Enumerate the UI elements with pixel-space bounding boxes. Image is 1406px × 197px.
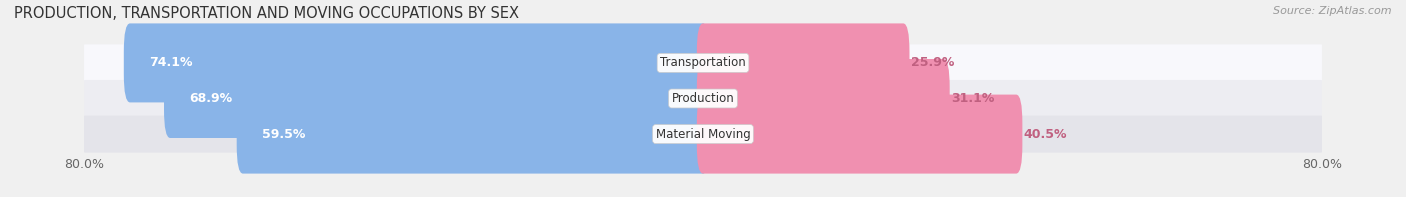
FancyBboxPatch shape bbox=[697, 95, 1022, 174]
Text: 59.5%: 59.5% bbox=[262, 128, 305, 141]
FancyBboxPatch shape bbox=[84, 116, 1322, 153]
Text: 74.1%: 74.1% bbox=[149, 56, 193, 69]
Text: 68.9%: 68.9% bbox=[190, 92, 232, 105]
FancyBboxPatch shape bbox=[84, 80, 1322, 117]
Text: 25.9%: 25.9% bbox=[911, 56, 955, 69]
FancyBboxPatch shape bbox=[165, 59, 709, 138]
Text: 31.1%: 31.1% bbox=[952, 92, 994, 105]
FancyBboxPatch shape bbox=[84, 44, 1322, 81]
Text: Source: ZipAtlas.com: Source: ZipAtlas.com bbox=[1274, 6, 1392, 16]
FancyBboxPatch shape bbox=[236, 95, 709, 174]
Text: Material Moving: Material Moving bbox=[655, 128, 751, 141]
FancyBboxPatch shape bbox=[124, 23, 709, 102]
FancyBboxPatch shape bbox=[697, 23, 910, 102]
Text: PRODUCTION, TRANSPORTATION AND MOVING OCCUPATIONS BY SEX: PRODUCTION, TRANSPORTATION AND MOVING OC… bbox=[14, 6, 519, 21]
FancyBboxPatch shape bbox=[697, 59, 949, 138]
Text: Transportation: Transportation bbox=[661, 56, 745, 69]
Text: 40.5%: 40.5% bbox=[1024, 128, 1067, 141]
Text: Production: Production bbox=[672, 92, 734, 105]
